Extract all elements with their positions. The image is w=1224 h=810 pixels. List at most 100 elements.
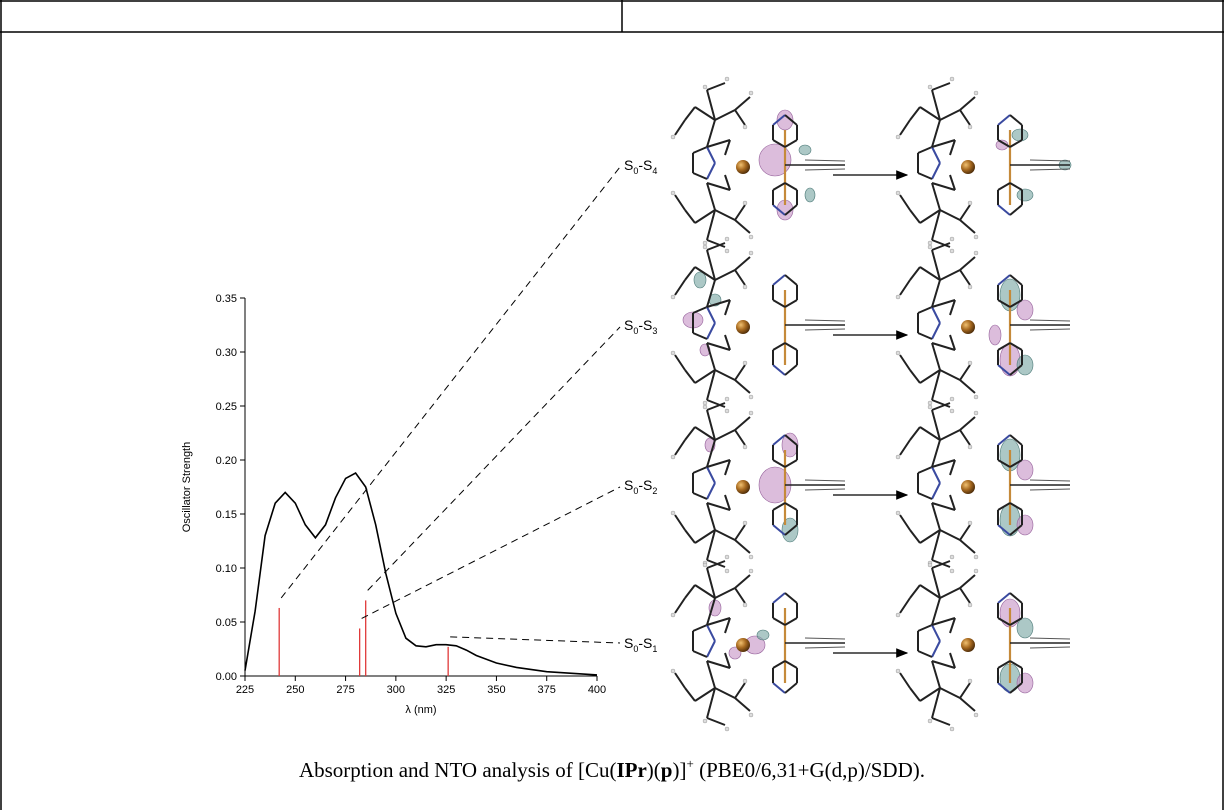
bond	[939, 109, 961, 121]
bond	[674, 279, 686, 296]
bond	[931, 306, 941, 324]
bond	[917, 492, 933, 500]
bond	[772, 114, 786, 126]
bond	[909, 209, 921, 224]
hydrogen	[895, 134, 901, 140]
bond	[706, 306, 716, 324]
transition-label: S0-S4	[624, 157, 657, 176]
bond	[959, 697, 976, 712]
hydrogen	[949, 568, 955, 574]
hydrogen	[973, 234, 979, 240]
orbital	[728, 646, 742, 660]
hydrogen	[895, 612, 901, 618]
bond	[997, 299, 1011, 308]
transition-label: S0-S2	[624, 477, 657, 496]
bond	[959, 256, 976, 271]
bond	[784, 204, 798, 216]
bond	[931, 560, 951, 569]
hydrogen	[895, 454, 901, 460]
bond	[1009, 139, 1023, 148]
bond	[706, 660, 716, 689]
orbital	[1016, 299, 1034, 321]
bond	[997, 139, 1011, 148]
bond	[734, 587, 746, 604]
bond	[706, 162, 716, 180]
bond	[1029, 328, 1071, 331]
bond	[1009, 434, 1023, 446]
bond	[931, 249, 941, 281]
bond	[931, 182, 956, 191]
caption: Absorption and NTO analysis of [Cu(IPr)(…	[299, 756, 925, 782]
caption-part: p	[661, 758, 673, 782]
bond	[909, 687, 921, 702]
bond	[772, 299, 786, 308]
bond	[772, 524, 786, 536]
bond	[734, 364, 746, 381]
hydrogen	[748, 394, 754, 400]
label-part: 4	[652, 166, 657, 176]
label-part: 0	[633, 644, 638, 654]
bond	[917, 306, 933, 314]
bond	[784, 364, 798, 376]
bond	[706, 482, 716, 500]
hydrogen	[973, 394, 979, 400]
orbital	[988, 324, 1002, 346]
bond	[939, 529, 961, 541]
hydrogen	[967, 602, 973, 608]
hydrogen	[949, 554, 955, 560]
hydrogen	[973, 568, 979, 574]
bond	[899, 354, 911, 371]
hydrogen	[702, 400, 708, 406]
bond	[784, 274, 798, 286]
bond	[997, 114, 1011, 126]
hydrogen	[895, 190, 901, 196]
hydrogen	[702, 404, 708, 410]
hydrogen	[949, 726, 955, 732]
bond	[899, 439, 911, 456]
bond	[706, 399, 726, 408]
x-tick-label: 225	[236, 684, 254, 696]
orbital	[1016, 617, 1034, 639]
bond	[931, 342, 956, 351]
bond	[899, 514, 911, 531]
hydrogen	[742, 520, 748, 526]
bond	[931, 482, 941, 500]
bond	[784, 459, 798, 468]
label-part: S	[624, 477, 633, 493]
bond	[784, 299, 798, 308]
bond	[772, 364, 786, 376]
bond	[931, 162, 941, 180]
bond	[684, 529, 696, 544]
hydrogen	[973, 90, 979, 96]
bond	[706, 82, 726, 91]
bond	[919, 106, 941, 121]
bond	[706, 182, 716, 211]
hydrogen	[927, 244, 933, 250]
bond	[997, 342, 1011, 351]
bond	[684, 584, 696, 599]
bond	[772, 204, 786, 216]
hydrogen	[742, 602, 748, 608]
bond	[804, 168, 846, 171]
molecule	[670, 236, 846, 414]
bond	[997, 364, 1011, 376]
hydrogen	[742, 284, 748, 290]
hydrogen	[927, 240, 933, 246]
bond	[734, 416, 751, 431]
orbital	[1016, 459, 1034, 481]
hydrogen	[670, 294, 676, 300]
bond	[931, 466, 941, 484]
bond	[694, 266, 716, 281]
bond	[706, 139, 731, 148]
bond	[684, 687, 696, 702]
molecule	[895, 396, 1071, 574]
hydrogen	[895, 294, 901, 300]
hydrogen	[949, 396, 955, 402]
bond	[931, 239, 951, 248]
bond	[959, 204, 971, 221]
bond	[706, 322, 716, 340]
x-tick-label: 250	[286, 684, 304, 696]
bond	[724, 139, 731, 156]
bond	[734, 256, 751, 271]
molecule	[670, 396, 846, 574]
